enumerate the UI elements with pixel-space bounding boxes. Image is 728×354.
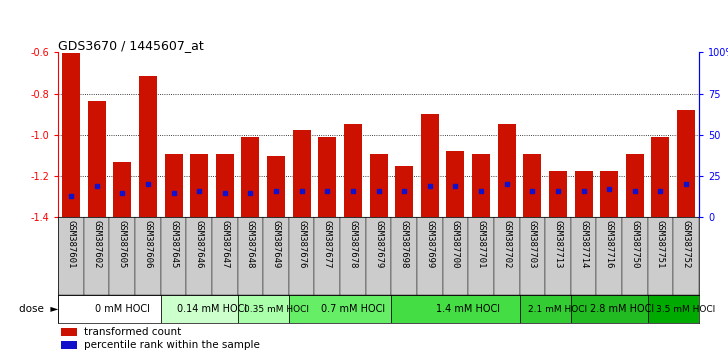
Bar <box>545 217 571 296</box>
Bar <box>139 76 157 217</box>
Bar <box>365 217 392 296</box>
Bar <box>289 217 314 296</box>
Text: 2.8 mM HOCl: 2.8 mM HOCl <box>590 304 654 314</box>
Bar <box>84 217 109 296</box>
Text: GSM387751: GSM387751 <box>656 220 665 268</box>
Bar <box>520 296 571 324</box>
Bar <box>417 217 443 296</box>
Bar <box>622 217 648 296</box>
Bar <box>344 124 362 217</box>
Bar <box>443 217 468 296</box>
Bar <box>58 217 84 296</box>
Text: GSM387649: GSM387649 <box>272 220 280 268</box>
Bar <box>395 166 414 217</box>
Text: GSM387648: GSM387648 <box>246 220 255 268</box>
Bar <box>523 154 542 217</box>
Bar <box>109 217 135 296</box>
Bar <box>318 137 336 217</box>
Text: 2.1 mM HOCl: 2.1 mM HOCl <box>529 305 587 314</box>
Bar <box>494 217 520 296</box>
Bar <box>212 217 237 296</box>
Bar <box>267 156 285 217</box>
Bar <box>314 217 340 296</box>
Text: GSM387601: GSM387601 <box>66 220 76 268</box>
Bar <box>498 124 515 217</box>
Text: GSM387678: GSM387678 <box>349 220 357 268</box>
Text: GSM387752: GSM387752 <box>681 220 691 268</box>
Bar <box>626 154 644 217</box>
Text: GSM387677: GSM387677 <box>323 220 332 268</box>
Bar <box>190 154 208 217</box>
Text: 0.14 mM HOCl: 0.14 mM HOCl <box>177 304 247 314</box>
Bar <box>215 154 234 217</box>
Bar <box>161 296 237 324</box>
Bar <box>289 296 392 324</box>
Bar <box>61 327 77 336</box>
Text: GSM387699: GSM387699 <box>425 220 435 268</box>
Bar <box>186 217 212 296</box>
Text: GSM387646: GSM387646 <box>194 220 204 268</box>
Bar <box>165 154 183 217</box>
Text: GSM387714: GSM387714 <box>579 220 588 268</box>
Text: GSM387645: GSM387645 <box>169 220 178 268</box>
Text: GSM387647: GSM387647 <box>221 220 229 268</box>
Bar <box>62 53 80 217</box>
Text: percentile rank within the sample: percentile rank within the sample <box>84 340 260 350</box>
Text: GSM387679: GSM387679 <box>374 220 383 268</box>
Bar <box>242 137 259 217</box>
Bar <box>293 130 311 217</box>
Text: GSM387698: GSM387698 <box>400 220 408 268</box>
Text: 0 mM HOCl: 0 mM HOCl <box>95 304 150 314</box>
Text: GSM387606: GSM387606 <box>143 220 152 268</box>
Text: GSM387716: GSM387716 <box>605 220 614 268</box>
Bar <box>237 296 289 324</box>
Bar <box>652 137 670 217</box>
Bar <box>370 154 387 217</box>
Bar <box>135 217 161 296</box>
Bar <box>421 114 439 217</box>
Bar <box>114 162 131 217</box>
Text: GSM387700: GSM387700 <box>451 220 460 268</box>
Text: 1.4 mM HOCl: 1.4 mM HOCl <box>436 304 500 314</box>
Bar <box>264 217 289 296</box>
Bar <box>237 217 264 296</box>
Text: GSM387703: GSM387703 <box>528 220 537 268</box>
Bar <box>677 110 695 217</box>
Bar <box>58 296 161 324</box>
Bar <box>61 341 77 349</box>
Bar <box>574 171 593 217</box>
Text: GDS3670 / 1445607_at: GDS3670 / 1445607_at <box>58 39 204 52</box>
Bar <box>468 217 494 296</box>
Bar <box>571 217 596 296</box>
Bar <box>600 171 618 217</box>
Bar <box>549 171 567 217</box>
Bar <box>446 152 464 217</box>
Text: 0.35 mM HOCl: 0.35 mM HOCl <box>244 305 309 314</box>
Text: GSM387750: GSM387750 <box>630 220 639 268</box>
Text: 0.7 mM HOCl: 0.7 mM HOCl <box>321 304 385 314</box>
Text: transformed count: transformed count <box>84 326 181 337</box>
Text: 3.5 mM HOCl: 3.5 mM HOCl <box>657 305 716 314</box>
Text: GSM387701: GSM387701 <box>477 220 486 268</box>
Bar <box>673 217 699 296</box>
Bar <box>520 217 545 296</box>
Text: GSM387602: GSM387602 <box>92 220 101 268</box>
Text: GSM387605: GSM387605 <box>118 220 127 268</box>
Bar <box>392 296 520 324</box>
Bar <box>648 217 673 296</box>
Text: GSM387676: GSM387676 <box>297 220 306 268</box>
Bar <box>596 217 622 296</box>
Bar <box>87 101 106 217</box>
Bar <box>392 217 417 296</box>
Bar <box>161 217 186 296</box>
Bar <box>340 217 365 296</box>
Bar <box>472 154 490 217</box>
Bar <box>648 296 699 324</box>
Text: dose  ►: dose ► <box>19 304 58 314</box>
Text: GSM387713: GSM387713 <box>553 220 563 268</box>
Bar <box>571 296 648 324</box>
Text: GSM387702: GSM387702 <box>502 220 511 268</box>
